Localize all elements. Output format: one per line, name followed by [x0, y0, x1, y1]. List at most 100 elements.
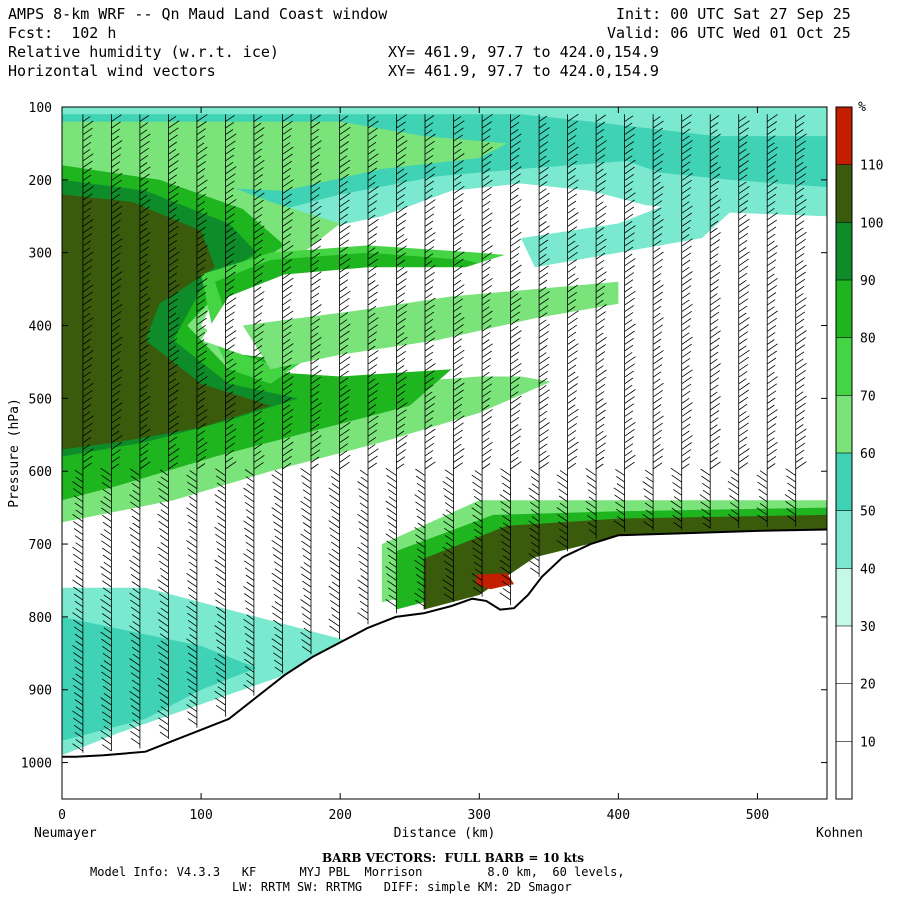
colorbar-label: 50 — [860, 505, 876, 520]
colorbar-label: 110 — [860, 159, 883, 174]
x-tick-label: 300 — [468, 808, 491, 823]
wind-barb-icon — [499, 114, 522, 605]
colorbar-label: 90 — [860, 274, 876, 289]
y-tick-label: 100 — [29, 101, 52, 116]
y-tick-label: 1000 — [21, 757, 52, 772]
forecast-hour: Fcst: 102 h — [8, 24, 117, 42]
xy-range-1: XY= 461.9, 97.7 to 424.0,154.9 — [388, 43, 659, 61]
axes: 100 200 300 400 500 600 700 800 900 1000 0 100 200 30… — [7, 101, 863, 841]
colorbar-label: 10 — [860, 735, 876, 750]
wind-barb-column — [784, 114, 807, 527]
wind-barb-icon — [157, 114, 180, 739]
wind-barb-column — [756, 114, 778, 528]
wind-barb-column — [300, 114, 322, 655]
wind-barb-icon — [528, 114, 550, 577]
x-axis-label: Distance (km) — [394, 826, 496, 841]
chart-title: AMPS 8-km WRF -- Qn Maud Land Coast wind… — [8, 5, 388, 23]
terrain-surface-line — [62, 528, 827, 758]
x-left-endpoint-label: Neumayer — [34, 826, 97, 841]
wind-barb-column — [129, 114, 151, 749]
wind-barb-icon — [214, 114, 237, 717]
colorbar-swatch — [836, 683, 852, 742]
wind-barb-column — [157, 114, 180, 739]
wind-barb-icon — [100, 114, 123, 752]
wind-barb-column — [642, 114, 664, 531]
wind-barb-column — [699, 114, 721, 529]
colorbar-label: 70 — [860, 389, 876, 404]
wind-barb-column — [499, 114, 522, 605]
y-axis-label: Pressure (hPa) — [7, 398, 22, 508]
wind-barb-icon — [471, 114, 493, 597]
wind-barb-icon — [300, 114, 322, 655]
colorbar-swatch — [836, 568, 852, 626]
wind-barb-icon — [727, 114, 750, 528]
y-tick-label: 400 — [29, 320, 52, 335]
wind-barb-column — [100, 114, 123, 752]
physics-info: LW: RRTM SW: RRTMG DIFF: simple KM: 2D S… — [232, 880, 572, 894]
wind-barb-icon — [271, 113, 294, 674]
wind-barb-icon — [328, 114, 351, 640]
y-tick-label: 200 — [29, 174, 52, 189]
wind-barb-icon — [642, 114, 664, 531]
rh-fill-surface-olive — [423, 514, 827, 610]
valid-time: Valid: 06 UTC Wed 01 Oct 25 — [607, 24, 851, 42]
field-label-rh: Relative humidity (w.r.t. ice) — [8, 43, 279, 61]
rh-fill-supersaturated — [476, 573, 514, 590]
colorbar-label: 60 — [860, 447, 876, 462]
wind-barb-column — [727, 114, 750, 528]
colorbar-label: 20 — [860, 678, 876, 693]
wind-barb-icon — [357, 114, 379, 625]
colorbar-swatch — [836, 395, 852, 453]
wind-barb-icon — [243, 114, 265, 696]
x-right-endpoint-label: Kohnen — [816, 826, 863, 841]
wind-barb-column — [613, 114, 636, 532]
wind-barb-icon — [129, 114, 151, 749]
x-tick-label: 400 — [607, 808, 630, 823]
wind-barb-column — [328, 114, 351, 640]
field-label-wind: Horizontal wind vectors — [8, 62, 216, 80]
plot-area — [62, 107, 827, 799]
wind-barb-column — [670, 114, 693, 530]
wind-barb-column — [414, 114, 436, 610]
rh-fill-mid-right — [521, 201, 730, 268]
colorbar-swatch — [836, 222, 852, 280]
rh-fill-upper-right — [618, 128, 827, 188]
colorbar-swatch — [836, 741, 852, 799]
wind-barb-icon — [585, 114, 607, 539]
wind-barb-column — [471, 114, 493, 597]
model-info: Model Info: V4.3.3 KF MYJ PBL Morrison 8… — [90, 865, 625, 879]
wind-barb-icon — [442, 114, 465, 602]
colorbar-label: 80 — [860, 332, 876, 347]
colorbar: 10 20 30 40 50 60 70 80 90 100 110% — [835, 100, 883, 800]
y-tick-label: 300 — [29, 247, 52, 262]
colorbar-swatch — [836, 510, 852, 569]
rh-fill-mid-ribbon — [242, 281, 619, 370]
wind-barb-column — [271, 113, 294, 674]
wind-barb-icon — [72, 114, 94, 753]
wind-barb-column — [442, 114, 465, 602]
y-tick-label: 800 — [29, 611, 52, 626]
x-tick-label: 200 — [328, 808, 351, 823]
colorbar-label: 30 — [860, 620, 876, 635]
rh-fill-deep-olive — [62, 194, 271, 450]
wind-barb-column — [585, 114, 607, 539]
x-tick-label: 0 — [58, 808, 66, 823]
wind-barb-icon — [756, 114, 778, 528]
x-tick-label: 100 — [189, 808, 212, 823]
colorbar-swatch — [836, 337, 852, 396]
wind-barb-icon — [670, 114, 693, 530]
colorbar-unit: % — [858, 100, 866, 115]
rh-fill-dry-pocket — [201, 216, 827, 515]
wind-barb-icon — [556, 113, 579, 552]
y-tick-label: 500 — [29, 392, 52, 407]
wind-barb-column — [72, 114, 94, 753]
colorbar-swatch — [836, 107, 852, 165]
x-tick-label: 500 — [746, 808, 769, 823]
plot-frame — [61, 106, 828, 800]
wind-barb-column — [385, 114, 408, 614]
colorbar-label: 100 — [860, 216, 883, 231]
wind-barb-icon — [385, 114, 408, 614]
terrain-mask — [62, 529, 827, 799]
wind-barb-icon — [414, 114, 436, 610]
y-tick-label: 900 — [29, 684, 52, 699]
